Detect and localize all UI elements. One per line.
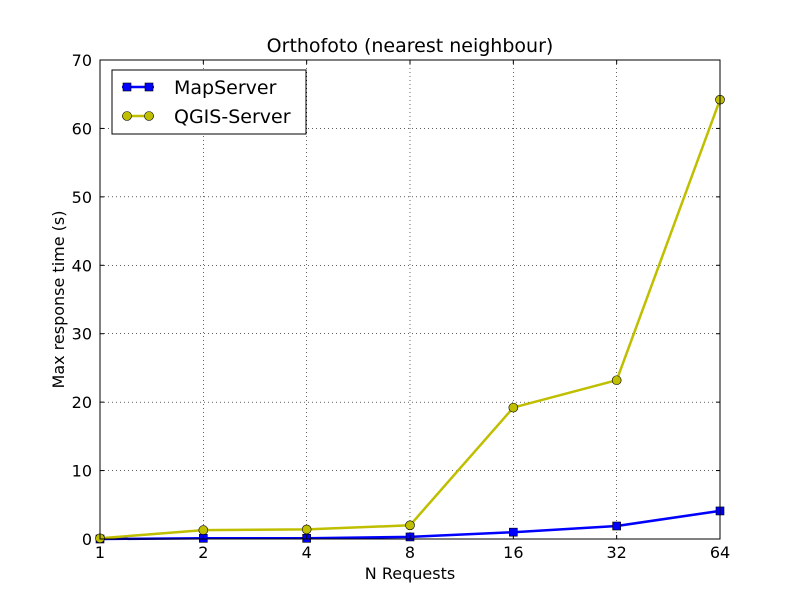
y-axis-label: Max response time (s) xyxy=(49,211,68,389)
legend: MapServer QGIS-Server xyxy=(111,69,307,135)
y-tick-label: 70 xyxy=(72,51,92,70)
series-layer xyxy=(95,94,725,544)
data-point-mapserver xyxy=(509,527,518,537)
x-axis-label: N Requests xyxy=(365,564,455,583)
y-tick-label: 10 xyxy=(72,462,92,481)
data-point-qgis-server xyxy=(508,402,519,413)
x-tick-label: 8 xyxy=(405,543,415,562)
x-tick-label: 64 xyxy=(710,543,730,562)
y-tick-label: 0 xyxy=(82,530,92,549)
x-tick-label: 4 xyxy=(302,543,312,562)
y-tick-label: 50 xyxy=(72,188,92,207)
legend-marker-qgis-server xyxy=(144,111,154,121)
x-tick-label: 2 xyxy=(198,543,208,562)
y-tick-label: 60 xyxy=(72,119,92,138)
data-point-qgis-server xyxy=(198,525,209,535)
legend-label-qgis-server: QGIS-Server xyxy=(174,106,291,128)
x-tick-label: 32 xyxy=(606,543,626,562)
chart-title: Orthofoto (nearest neighbour) xyxy=(267,35,554,57)
data-point-mapserver xyxy=(612,521,621,531)
legend-marker-qgis-server xyxy=(122,111,132,121)
grid-lines xyxy=(100,60,720,539)
axis-ticks: 0 10 20 30 40 50 60 70 1 2 4 8 16 32 64 xyxy=(72,51,731,562)
y-tick-label: 20 xyxy=(72,393,92,412)
data-point-qgis-server xyxy=(611,375,622,386)
x-tick-label: 1 xyxy=(95,543,105,562)
legend-label-mapserver: MapServer xyxy=(174,77,277,99)
legend-box xyxy=(111,69,307,135)
legend-marker-mapserver xyxy=(144,82,154,92)
legend-marker-mapserver xyxy=(122,82,132,92)
data-point-qgis-server xyxy=(301,524,312,535)
data-point-qgis-server xyxy=(405,520,415,531)
y-tick-label: 30 xyxy=(72,325,92,344)
y-tick-label: 40 xyxy=(72,256,92,275)
x-tick-label: 16 xyxy=(503,543,523,562)
